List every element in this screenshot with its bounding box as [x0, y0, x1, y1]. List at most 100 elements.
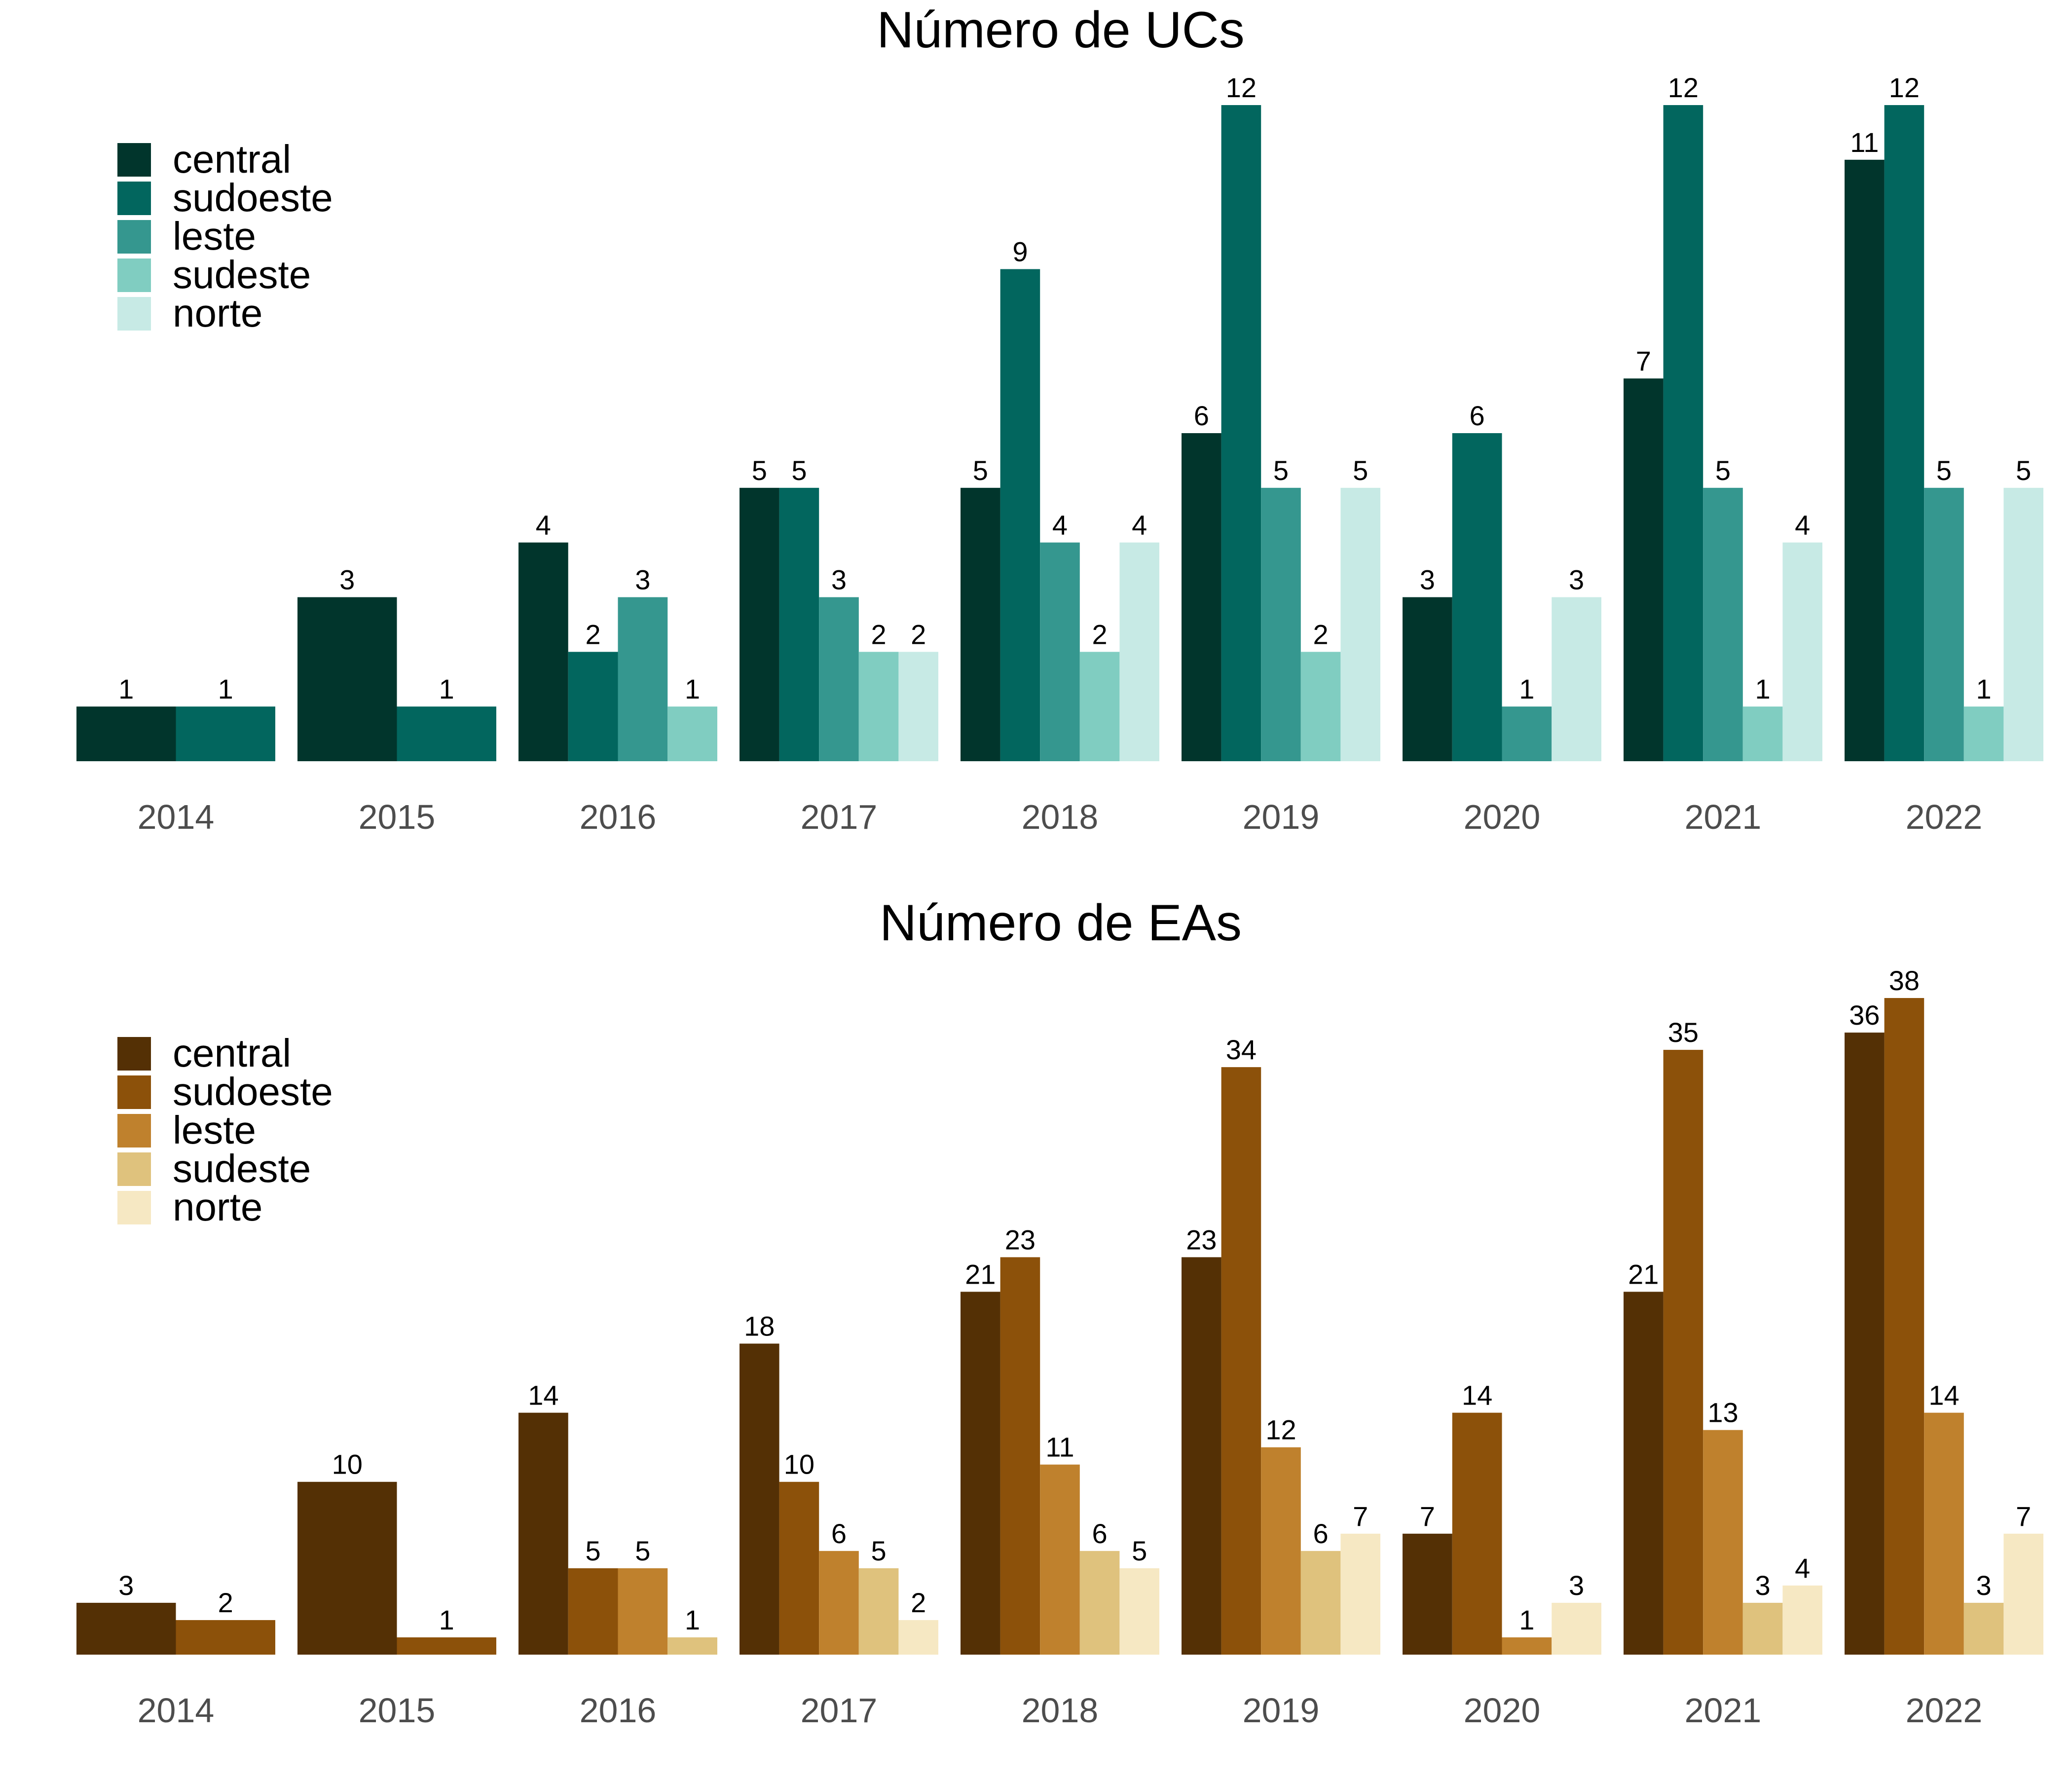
bar-sudoeste-2021 — [1663, 1050, 1703, 1655]
data-label-central-2019: 6 — [1194, 400, 1209, 431]
data-label-central-2017: 5 — [752, 455, 767, 486]
data-label-sudoeste-2014: 1 — [218, 673, 233, 704]
data-label-leste-2022: 5 — [1936, 455, 1952, 486]
data-label-sudoeste-2022: 12 — [1889, 72, 1920, 103]
x-tick-2015: 2015 — [359, 1691, 436, 1730]
bar-central-2017 — [740, 1343, 779, 1655]
bar-norte-2017 — [898, 652, 938, 761]
legend-swatch-central — [117, 1037, 151, 1071]
data-label-central-2020: 7 — [1420, 1501, 1435, 1532]
x-tick-2017: 2017 — [801, 798, 878, 836]
legend-label-sudoeste: sudoeste — [173, 1070, 333, 1113]
bar-leste-2016 — [618, 1568, 668, 1655]
bar-central-2018 — [961, 1292, 1000, 1655]
legend-label-central: central — [173, 1031, 291, 1075]
data-label-norte-2019: 7 — [1353, 1501, 1368, 1532]
data-label-central-2016: 14 — [528, 1380, 558, 1411]
bar-sudeste-2022 — [1963, 706, 2004, 761]
bar-sudoeste-2022 — [1884, 105, 1924, 761]
bar-sudoeste-2022 — [1884, 998, 1924, 1655]
data-label-norte-2021: 4 — [1795, 1553, 1810, 1584]
bar-sudoeste-2020 — [1452, 433, 1502, 761]
data-label-sudeste-2016: 1 — [685, 1604, 700, 1635]
legend-label-leste: leste — [173, 1108, 256, 1152]
bar-sudeste-2018 — [1079, 652, 1120, 761]
data-label-norte-2020: 3 — [1569, 564, 1584, 595]
data-label-central-2015: 3 — [339, 564, 355, 595]
legend-swatch-norte — [117, 1191, 151, 1224]
data-label-central-2014: 3 — [118, 1570, 134, 1601]
data-label-leste-2017: 3 — [831, 564, 847, 595]
bar-sudeste-2018 — [1079, 1551, 1120, 1655]
chart-title-ucs: Número de UCs — [877, 1, 1245, 59]
bar-sudeste-2021 — [1742, 706, 1783, 761]
legend-swatch-sudeste — [117, 259, 151, 292]
data-label-central-2021: 7 — [1636, 345, 1651, 376]
bar-norte-2019 — [1340, 487, 1380, 761]
data-label-sudeste-2017: 5 — [871, 1535, 887, 1566]
data-label-central-2022: 11 — [1850, 127, 1879, 158]
data-label-sudoeste-2014: 2 — [218, 1587, 233, 1618]
data-label-central-2018: 5 — [973, 455, 988, 486]
data-label-sudoeste-2019: 12 — [1226, 72, 1257, 103]
data-label-norte-2018: 4 — [1132, 510, 1147, 541]
bar-sudeste-2019 — [1300, 1551, 1341, 1655]
data-label-sudeste-2019: 2 — [1313, 619, 1329, 650]
data-label-norte-2017: 2 — [911, 1587, 926, 1618]
data-label-norte-2017: 2 — [911, 619, 926, 650]
bar-central-2020 — [1403, 1533, 1452, 1655]
data-label-sudeste-2021: 1 — [1755, 673, 1771, 704]
data-label-norte-2019: 5 — [1353, 455, 1368, 486]
bar-leste-2020 — [1502, 1637, 1552, 1655]
bar-norte-2019 — [1340, 1533, 1380, 1655]
x-tick-2015: 2015 — [359, 798, 436, 836]
bar-sudoeste-2015 — [397, 1637, 496, 1655]
x-tick-2019: 2019 — [1243, 798, 1320, 836]
bar-norte-2022 — [2003, 487, 2043, 761]
data-label-leste-2020: 1 — [1519, 673, 1534, 704]
data-label-central-2018: 21 — [965, 1258, 996, 1290]
data-label-sudoeste-2015: 1 — [439, 1604, 454, 1635]
data-label-sudeste-2021: 3 — [1755, 1570, 1771, 1601]
bar-sudeste-2021 — [1742, 1602, 1783, 1655]
bar-central-2015 — [297, 1481, 397, 1655]
data-label-sudeste-2018: 6 — [1092, 1518, 1108, 1549]
data-label-norte-2022: 5 — [2016, 455, 2031, 486]
bar-norte-2021 — [1782, 542, 1822, 761]
bar-sudeste-2016 — [667, 1637, 717, 1655]
data-label-sudeste-2022: 1 — [1976, 673, 1992, 704]
x-tick-2018: 2018 — [1022, 1691, 1099, 1730]
bar-sudeste-2022 — [1963, 1602, 2004, 1655]
data-label-leste-2019: 12 — [1265, 1414, 1296, 1445]
data-label-sudoeste-2017: 5 — [791, 455, 807, 486]
bar-central-2018 — [961, 487, 1000, 761]
x-tick-2021: 2021 — [1685, 798, 1762, 836]
data-label-central-2017: 18 — [744, 1311, 775, 1342]
chart-title-eas: Número de EAs — [880, 894, 1242, 952]
data-label-leste-2018: 4 — [1052, 510, 1068, 541]
data-label-leste-2016: 5 — [635, 1535, 650, 1566]
data-label-leste-2018: 11 — [1045, 1432, 1074, 1463]
bar-central-2022 — [1845, 159, 1885, 762]
bar-leste-2022 — [1924, 487, 1964, 761]
data-label-sudeste-2022: 3 — [1976, 1570, 1992, 1601]
data-label-sudoeste-2018: 23 — [1005, 1224, 1036, 1255]
bar-norte-2018 — [1119, 542, 1159, 761]
x-tick-2022: 2022 — [1906, 798, 1983, 836]
bar-central-2022 — [1845, 1033, 1885, 1655]
bar-sudeste-2017 — [858, 652, 899, 761]
legend-label-norte: norte — [173, 291, 262, 335]
x-tick-2016: 2016 — [580, 798, 657, 836]
data-label-central-2021: 21 — [1628, 1258, 1659, 1290]
bar-sudoeste-2021 — [1663, 105, 1703, 761]
bar-leste-2016 — [618, 597, 668, 761]
data-label-sudoeste-2016: 2 — [586, 619, 601, 650]
data-label-leste-2016: 3 — [635, 564, 650, 595]
bar-norte-2022 — [2003, 1533, 2043, 1655]
data-label-sudeste-2017: 2 — [871, 619, 887, 650]
legend-label-central: central — [173, 137, 291, 181]
legend-swatch-sudeste — [117, 1152, 151, 1186]
data-label-norte-2018: 5 — [1132, 1535, 1147, 1566]
bar-leste-2019 — [1261, 1447, 1301, 1655]
